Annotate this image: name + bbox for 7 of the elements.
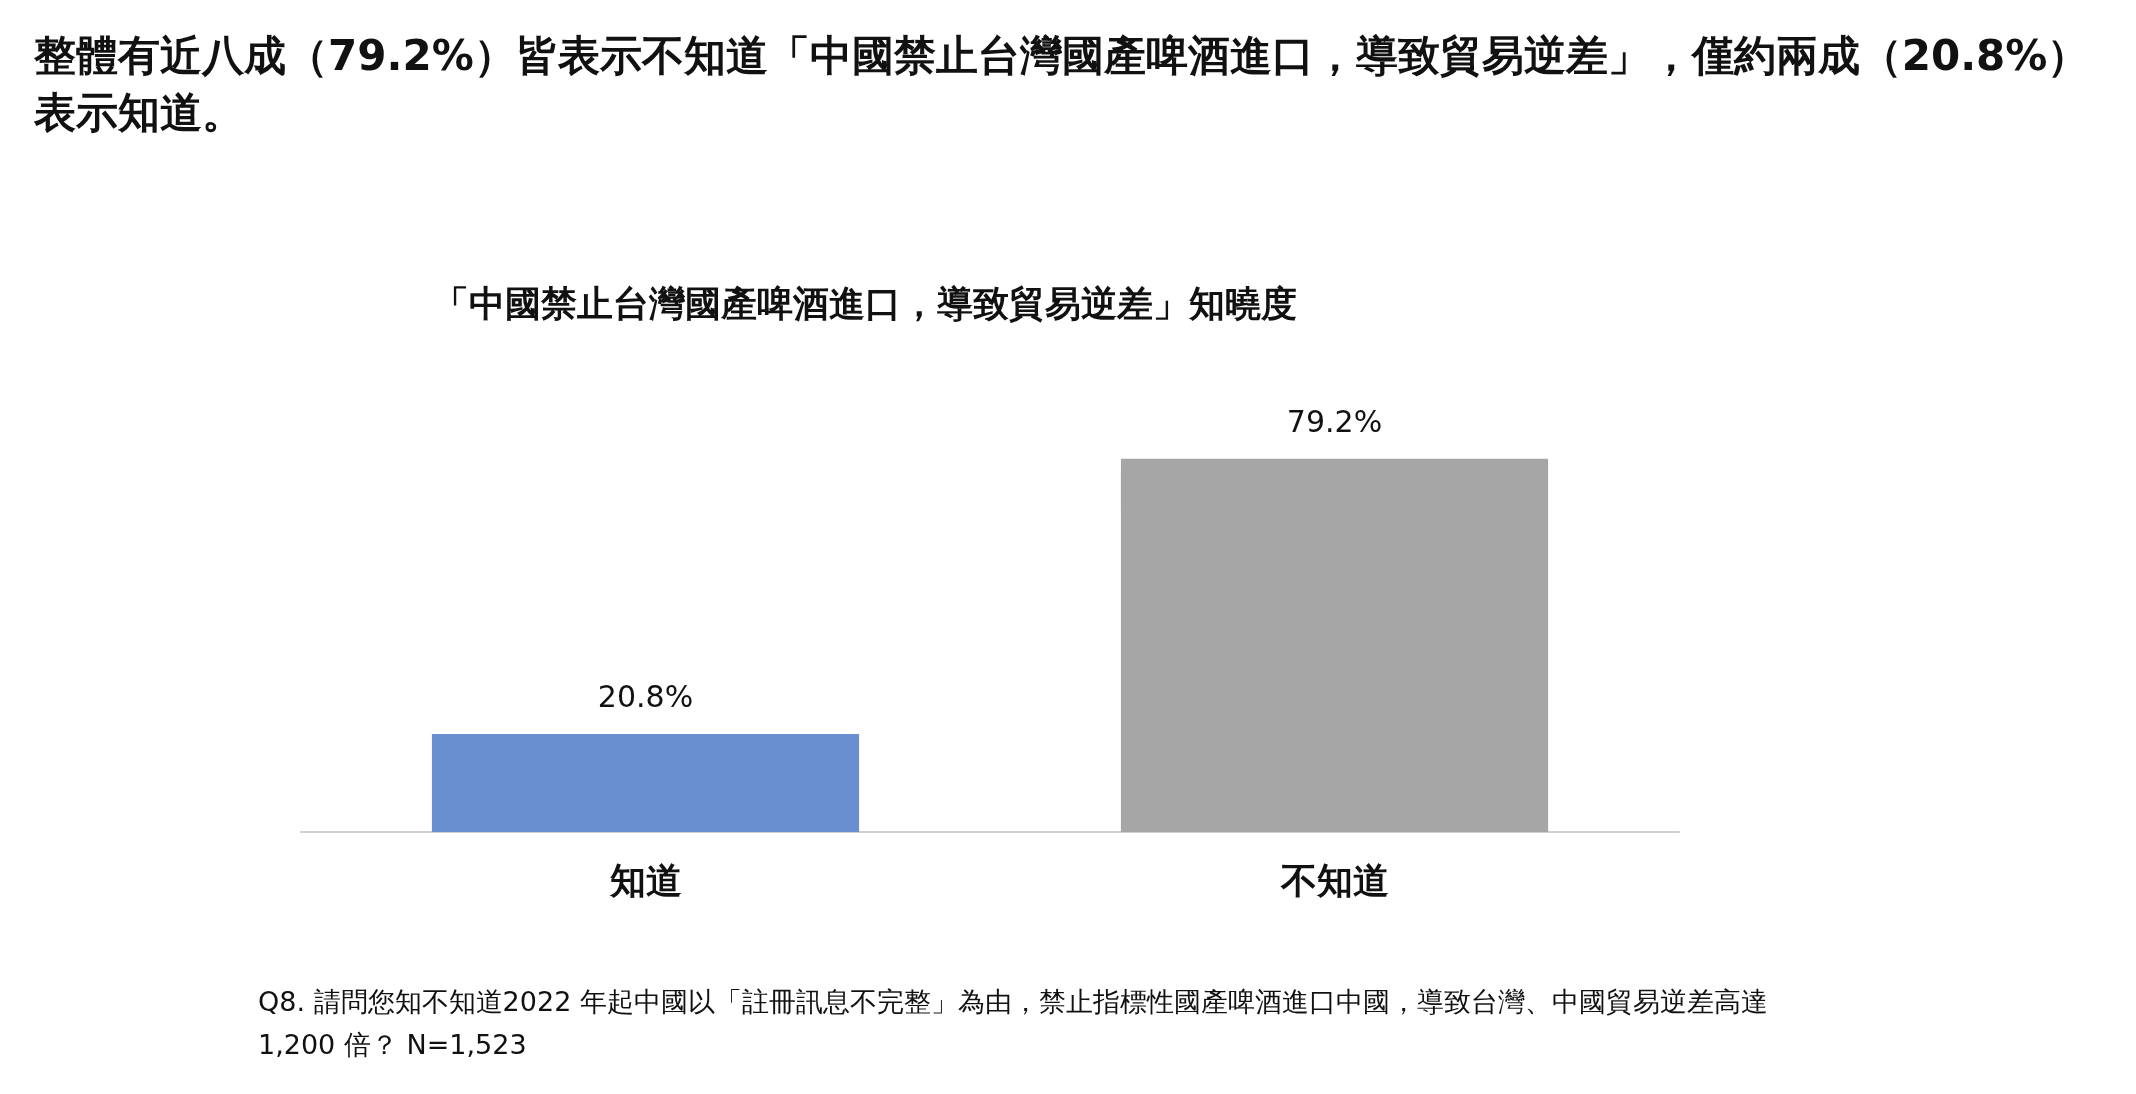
text: Q8. 請問您知不知道2022 年起中國以「註冊訊息不完整」為由，禁止指標性國產啤酒進口中國，導致台灣、中國貿易逆差高達 1,200 倍？ N=1,523 (258, 985, 1769, 1063)
chart-title: 整體有近八成（79.2%）皆表示不知道「中國禁止台灣國產啤酒進口，導致貿易逆差」，僅約兩成（20.8%）表示知道。 (34, 30, 2091, 139)
x-tick-label: 知道 (608, 859, 682, 901)
x-tick-label: 不知道 (1279, 859, 1389, 901)
data-label: 20.8% (597, 679, 694, 715)
chart-subtitle: 「中國禁止台灣國產啤酒進口，導致貿易逆差」知曉度 (433, 282, 1297, 324)
data-label: 79.2% (1286, 404, 1383, 440)
